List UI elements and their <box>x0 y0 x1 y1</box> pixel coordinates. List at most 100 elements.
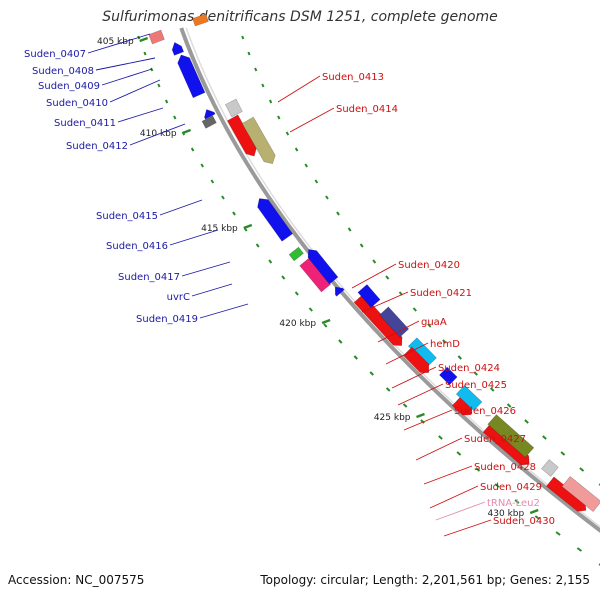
minor-tick <box>534 515 540 520</box>
right-leader-line <box>351 263 397 289</box>
scale-label: 415 kbp <box>201 224 238 234</box>
left-leader-line <box>199 303 249 319</box>
right-gene-label: Suden_0413 <box>322 72 384 83</box>
gene-block-shape <box>177 54 206 99</box>
minor-tick <box>232 211 236 216</box>
gene-block-shape <box>439 366 458 386</box>
left-leader-line <box>169 229 219 246</box>
gene-block <box>541 459 559 477</box>
minor-tick <box>304 163 308 168</box>
right-leader-line <box>429 485 479 509</box>
left-leader-line <box>129 123 186 146</box>
minor-tick <box>372 259 377 264</box>
gene-block-shape <box>241 116 276 165</box>
minor-tick <box>325 195 329 200</box>
left-leader-line <box>109 79 161 103</box>
gene-block-shape <box>171 41 185 56</box>
gene-block-shape <box>541 459 559 477</box>
gene-block-shape <box>288 246 304 262</box>
right-leader-line <box>403 409 453 431</box>
minor-tick <box>353 355 358 360</box>
gene-block <box>561 475 600 513</box>
left-leader-line <box>101 68 153 86</box>
minor-tick <box>314 179 319 184</box>
right-leader-line <box>397 383 444 406</box>
major-tick <box>416 412 425 419</box>
left-gene-label: Suden_0410 <box>46 98 108 109</box>
gene-block <box>334 286 345 297</box>
right-gene-label: Suden_0430 <box>493 516 555 527</box>
minor-tick <box>190 147 195 152</box>
major-tick <box>529 508 539 515</box>
minor-tick <box>347 227 352 232</box>
gene-block-shape <box>455 384 483 412</box>
right-leader-line <box>377 320 420 343</box>
minor-tick <box>173 115 177 120</box>
gene-block <box>299 257 332 293</box>
right-gene-label: Suden_0421 <box>410 288 472 299</box>
minor-tick <box>456 451 462 456</box>
major-tick <box>182 128 192 135</box>
left-gene-label: Suden_0419 <box>136 314 198 325</box>
minor-tick <box>438 435 443 440</box>
right-leader-line <box>391 366 437 389</box>
right-leader-line <box>277 75 321 103</box>
gene-block <box>177 54 206 99</box>
minor-tick <box>555 531 561 536</box>
right-gene-label: Suden_0414 <box>336 104 398 115</box>
left-gene-label: Suden_0415 <box>96 211 158 222</box>
minor-tick <box>514 499 520 504</box>
gene-block-shape <box>224 98 243 118</box>
minor-tick <box>560 451 566 456</box>
gene-block <box>307 249 339 285</box>
gene-block-shape <box>402 346 430 373</box>
minor-tick <box>576 547 583 552</box>
gene-block <box>357 284 381 308</box>
minor-tick <box>294 291 299 296</box>
left-leader-line <box>87 33 151 54</box>
minor-tick <box>323 323 328 328</box>
gene-block <box>224 98 243 118</box>
right-gene-label: Suden_0426 <box>454 406 516 417</box>
gene-block-shape <box>334 286 345 297</box>
left-leader-line <box>117 107 164 123</box>
left-gene-label: Suden_0416 <box>106 241 168 252</box>
minor-tick <box>457 355 462 360</box>
backbone-line <box>179 27 600 533</box>
gene-block-shape <box>257 198 293 242</box>
minor-tick <box>542 435 547 440</box>
gene-block-shape <box>561 475 600 513</box>
minor-tick <box>359 243 364 248</box>
left-leader-line <box>95 57 156 71</box>
minor-tick <box>338 339 343 344</box>
gene-block-shape <box>204 109 216 120</box>
right-gene-label: guaA <box>421 317 447 328</box>
right-gene-label: Suden_0424 <box>438 363 500 374</box>
minor-tick <box>285 131 290 136</box>
right-leader-line <box>435 501 486 521</box>
scale-label: 420 kbp <box>279 319 316 329</box>
gene-block <box>439 366 458 386</box>
minor-tick <box>506 403 512 408</box>
right-gene-label: hemD <box>430 339 460 350</box>
right-leader-line <box>443 519 492 537</box>
gene-block <box>288 246 304 262</box>
gene-block <box>204 109 216 120</box>
gene-block <box>148 29 165 45</box>
gene-block <box>201 115 217 129</box>
minor-tick <box>268 99 273 104</box>
major-tick <box>139 36 149 43</box>
minor-tick <box>221 195 225 200</box>
gene-block-shape <box>192 13 209 27</box>
left-leader-line <box>159 199 203 216</box>
minor-tick <box>200 163 204 168</box>
right-gene-label: Suden_0429 <box>480 482 542 493</box>
minor-tick <box>255 243 260 248</box>
left-gene-label: uvrC <box>167 292 190 303</box>
right-gene-label: Suden_0428 <box>474 462 536 473</box>
gene-block-shape <box>545 476 587 512</box>
major-tick <box>321 318 331 325</box>
minor-tick <box>489 387 495 392</box>
